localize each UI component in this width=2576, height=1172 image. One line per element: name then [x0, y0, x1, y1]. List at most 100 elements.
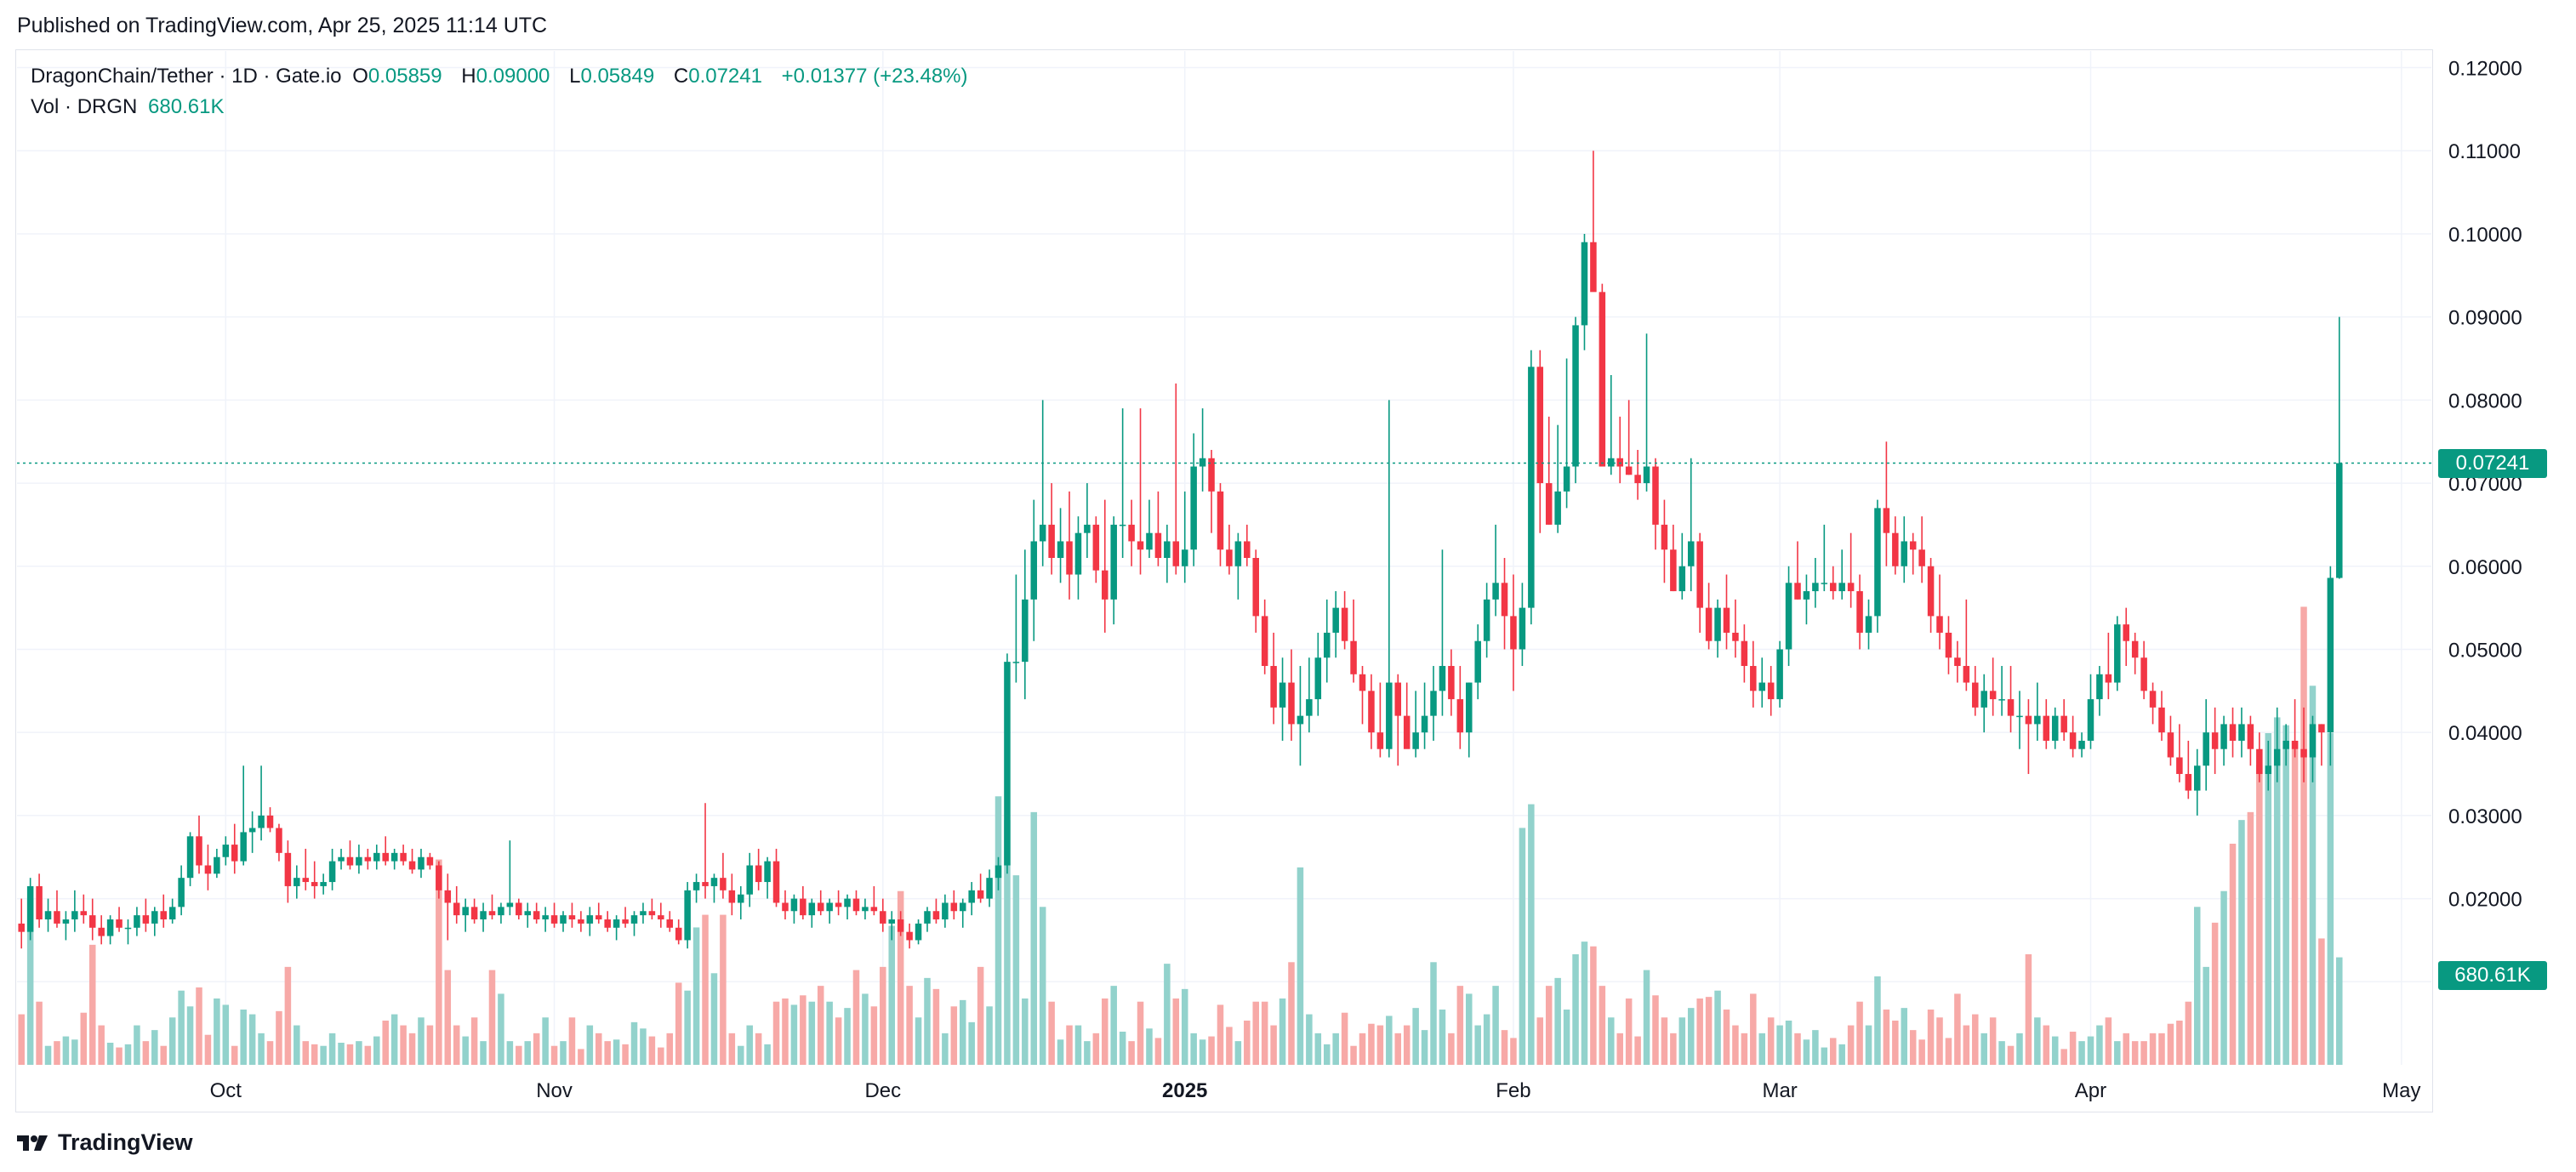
volume-bar	[524, 1041, 531, 1065]
volume-bar	[1146, 1028, 1153, 1065]
candle-body	[1696, 541, 1703, 608]
candle-body	[382, 852, 389, 862]
volume-bar	[168, 1017, 176, 1065]
volume-value: 680.61K	[148, 95, 225, 118]
volume-bar	[959, 999, 966, 1065]
y-tick-label: 0.03000	[2448, 805, 2522, 828]
volume-bar	[266, 1041, 274, 1065]
candle-body	[231, 845, 238, 862]
candle-body	[480, 911, 487, 920]
candle-body	[986, 878, 993, 899]
candle-body	[1519, 607, 1526, 650]
candle-body	[2300, 748, 2307, 758]
volume-bar	[604, 1041, 611, 1065]
last-volume-tag: 680.61K	[2438, 960, 2547, 990]
candle-body	[1821, 583, 1828, 584]
volume-bar	[880, 966, 886, 1065]
volume-bar	[1652, 995, 1659, 1065]
candle-body	[294, 878, 300, 886]
volume-bar	[390, 1014, 398, 1065]
candle-body	[800, 898, 806, 916]
volume-bar	[1705, 997, 1713, 1065]
candle-body	[18, 923, 25, 932]
volume-bar	[186, 1006, 194, 1065]
volume-bar	[1927, 1010, 1935, 1065]
volume-bar	[2060, 1049, 2067, 1065]
volume-bar	[1456, 986, 1464, 1065]
candle-body	[1341, 607, 1348, 641]
volume-bar	[231, 1045, 238, 1065]
candle-body	[408, 861, 416, 870]
volume-bar	[1661, 1017, 1668, 1065]
candle-body	[844, 898, 851, 907]
volume-bar	[1270, 1025, 1277, 1065]
candle-body	[1474, 640, 1481, 683]
volume-bar	[1244, 1021, 1251, 1065]
candle-body	[1074, 532, 1082, 575]
volume-bar	[1394, 1033, 1402, 1065]
candle-body	[1643, 466, 1650, 484]
candle-body	[1510, 616, 1517, 650]
volume-bar	[1350, 1045, 1357, 1065]
volume-bar	[906, 986, 913, 1065]
candle-body	[2282, 740, 2289, 749]
candle-body	[1394, 682, 1402, 716]
volume-bar	[151, 1030, 158, 1065]
candle-body	[284, 852, 292, 886]
candle-body	[710, 878, 718, 886]
candle-body	[276, 828, 282, 853]
candle-body	[808, 902, 816, 916]
candle-body	[1430, 691, 1437, 716]
candle-body	[453, 902, 460, 916]
volume-bar	[116, 1047, 123, 1065]
y-tick-label: 0.04000	[2448, 722, 2522, 745]
volume-bar	[640, 1028, 647, 1065]
candle-body	[613, 919, 620, 928]
ohlc-row: DragonChain/Tether · 1D · Gate.io O0.058…	[31, 61, 982, 92]
candle-body	[1803, 591, 1810, 600]
candle-body	[2069, 732, 2077, 749]
candle-body	[906, 931, 913, 941]
last-price-tag: 0.07241	[2438, 448, 2547, 478]
candle-body	[648, 911, 656, 916]
volume-bar	[36, 1001, 43, 1065]
volume-bar	[1306, 1014, 1313, 1065]
volume-bar	[2185, 1001, 2192, 1065]
candle-body	[240, 832, 247, 862]
candle-body	[1501, 583, 1508, 617]
candle-body	[1012, 662, 1020, 663]
volume-bar	[498, 993, 504, 1065]
volume-bar	[2318, 938, 2325, 1065]
candle-body	[178, 878, 185, 907]
volume-bar	[400, 1025, 407, 1065]
candle-body	[1980, 691, 1987, 708]
candle-body	[2193, 765, 2201, 791]
candle-body	[98, 927, 105, 936]
candle-body	[1652, 466, 1659, 525]
volume-bar	[1892, 1021, 1899, 1065]
candle-body	[1092, 524, 1100, 571]
volume-bar	[800, 995, 806, 1065]
volume-bar	[2149, 1033, 2157, 1065]
volume-bar	[1297, 867, 1304, 1065]
candle-body	[852, 898, 860, 912]
candle-body	[1234, 541, 1242, 566]
candle-body	[1776, 649, 1783, 700]
symbol-title: DragonChain/Tether · 1D · Gate.io	[31, 65, 342, 88]
volume-bar	[1102, 998, 1108, 1065]
candle-body	[142, 915, 150, 924]
candle-body	[738, 894, 744, 903]
candle-body	[524, 911, 531, 916]
volume-bar	[1599, 986, 1606, 1065]
candle-body	[880, 911, 886, 924]
volume-bar	[71, 1039, 78, 1065]
volume-bar	[1137, 1001, 1144, 1065]
volume-bar	[196, 987, 202, 1065]
candle-body	[772, 861, 780, 903]
candle-body	[666, 919, 674, 928]
volume-bar	[2069, 1032, 2077, 1065]
candle-body	[1297, 715, 1304, 725]
candle-body	[2043, 715, 2050, 741]
volume-bar	[942, 1033, 949, 1065]
